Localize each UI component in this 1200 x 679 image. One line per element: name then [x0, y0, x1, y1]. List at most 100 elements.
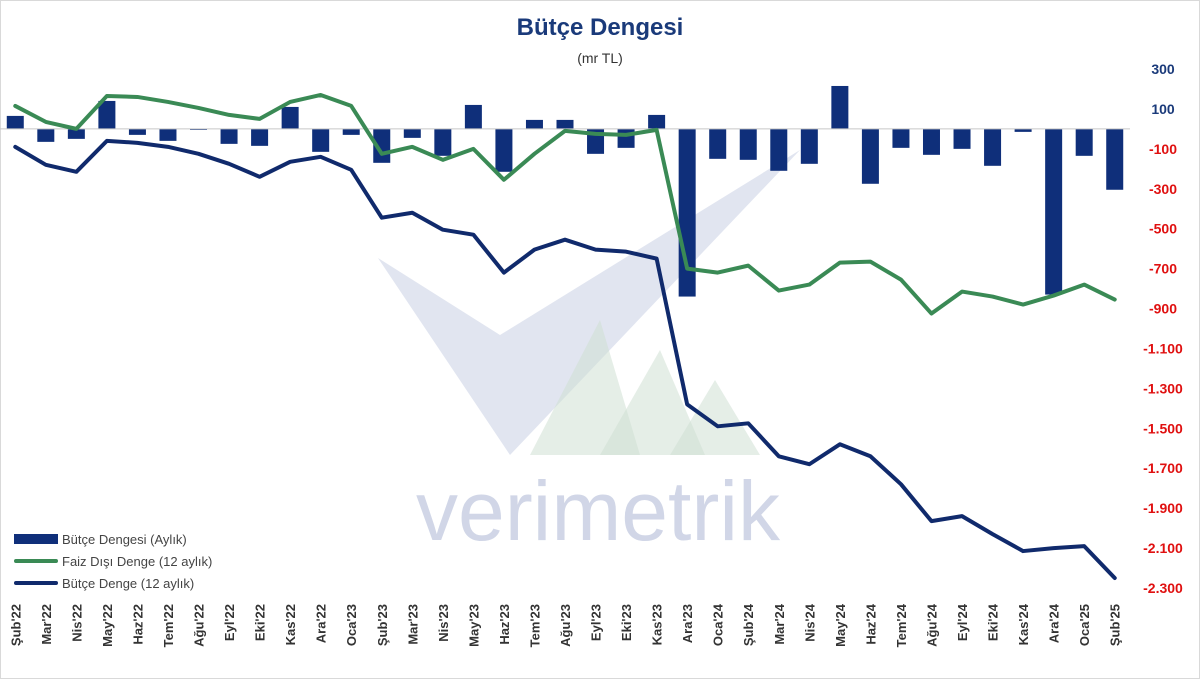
x-tick-label: Nis'24 — [802, 603, 817, 642]
chart-subtitle: (mr TL) — [577, 50, 623, 66]
y-tick-label: -2.300 — [1143, 580, 1183, 596]
bar-monthly-balance — [861, 128, 879, 184]
y-tick-label: -1.500 — [1143, 420, 1183, 436]
bar-monthly-balance — [464, 104, 482, 129]
bar-monthly-balance — [984, 128, 1002, 166]
bars-layer — [6, 85, 1124, 297]
x-tick-label: Kas'22 — [283, 604, 298, 645]
y-tick-label: -900 — [1149, 301, 1177, 317]
bar-monthly-balance — [800, 128, 818, 164]
y-tick-label: -1.700 — [1143, 460, 1183, 476]
x-tick-label: Ara'22 — [314, 604, 329, 643]
bar-monthly-balance — [434, 128, 452, 156]
bar-monthly-balance — [1014, 128, 1032, 132]
legend-label-monthly: Bütçe Dengesi (Aylık) — [62, 531, 187, 547]
lines-layer — [13, 92, 1117, 581]
bar-monthly-balance — [1045, 128, 1063, 295]
x-tick-label: Tem'24 — [894, 603, 909, 647]
y-tick-label: -1.100 — [1143, 340, 1183, 356]
watermark-stripe — [530, 320, 640, 455]
bar-monthly-balance — [403, 128, 421, 138]
x-tick-label: Eki'23 — [619, 604, 634, 641]
x-tick-label: Mar'24 — [772, 603, 787, 644]
bar-monthly-balance — [709, 128, 727, 159]
x-tick-label: May'22 — [100, 604, 115, 647]
legend-item-primary-balance: Faiz Dışı Denge (12 aylık) — [14, 550, 212, 572]
y-tick-label: -1.300 — [1143, 380, 1183, 396]
bar-monthly-balance — [495, 128, 513, 172]
bar-monthly-balance — [6, 115, 24, 129]
x-tick-label: Nis'22 — [69, 604, 84, 642]
y-tick-label: 100 — [1151, 101, 1175, 117]
chart-title: Bütçe Dengesi — [516, 14, 684, 41]
watermark-stripe — [670, 380, 760, 455]
bar-monthly-balance — [770, 128, 788, 171]
legend-swatch-primary-balance — [14, 559, 58, 563]
x-tick-label: Haz'23 — [497, 604, 512, 645]
bar-monthly-balance — [525, 119, 543, 129]
bar-monthly-balance — [342, 128, 360, 135]
bar-monthly-balance — [617, 128, 635, 148]
watermark-logo: verimetrik — [378, 150, 800, 558]
x-tick-label: Eki'22 — [253, 604, 268, 641]
bar-monthly-balance — [312, 128, 330, 152]
bar-monthly-balance — [892, 128, 910, 148]
x-tick-label: Mar'22 — [39, 604, 54, 645]
x-tick-label: Kas'24 — [1016, 603, 1031, 645]
legend-swatch-budget-12m — [14, 581, 58, 585]
legend-label-budget-12m: Bütçe Denge (12 aylık) — [62, 575, 195, 591]
x-tick-label: Eki'24 — [986, 603, 1001, 641]
y-tick-label: -300 — [1149, 181, 1177, 197]
legend-swatch-monthly — [14, 534, 58, 544]
watermark-text: verimetrik — [416, 464, 781, 558]
y-tick-label: -100 — [1149, 141, 1177, 157]
x-tick-label: Şub'25 — [1108, 604, 1123, 646]
x-tick-label: Ağu'22 — [192, 604, 207, 647]
y-axis: 300 100 -100 -300 -500 -700 -900 -1.100 -1.300 -1… — [1143, 61, 1183, 596]
bar-monthly-balance — [128, 128, 146, 135]
bar-monthly-balance — [831, 85, 849, 129]
x-tick-label: May'23 — [466, 604, 481, 647]
x-tick-label: Şub'22 — [8, 604, 23, 646]
bar-monthly-balance — [281, 106, 299, 129]
line-budget-balance-12m — [13, 138, 1117, 581]
bar-monthly-balance — [556, 119, 574, 129]
bar-monthly-balance — [648, 114, 666, 129]
x-tick-label: Ara'23 — [680, 604, 695, 643]
bar-monthly-balance — [1106, 128, 1124, 190]
x-tick-label: Ara'24 — [1047, 603, 1062, 643]
x-tick-label: Kas'23 — [650, 604, 665, 645]
bar-monthly-balance — [922, 128, 940, 155]
y-tick-label: -2.100 — [1143, 540, 1183, 556]
line-primary-balance-12m — [13, 92, 1117, 316]
x-tick-label: Tem'22 — [161, 604, 176, 647]
x-tick-label: Şub'24 — [741, 603, 756, 646]
x-tick-label: Eyl'22 — [222, 604, 237, 641]
legend-label-primary-balance: Faiz Dışı Denge (12 aylık) — [62, 553, 213, 569]
x-tick-label: Oca'23 — [344, 604, 359, 646]
legend-item-budget-12m: Bütçe Denge (12 aylık) — [14, 572, 212, 594]
x-tick-label: Oca'24 — [711, 603, 726, 646]
x-tick-label: Şub'23 — [375, 604, 390, 646]
x-tick-label: Ağu'24 — [924, 603, 939, 647]
x-tick-label: Nis'23 — [436, 604, 451, 642]
bar-monthly-balance — [159, 128, 177, 141]
x-tick-label: Tem'23 — [527, 604, 542, 647]
bar-monthly-balance — [251, 128, 269, 146]
bar-monthly-balance — [739, 128, 757, 160]
legend-item-monthly: Bütçe Dengesi (Aylık) — [14, 528, 212, 550]
bar-monthly-balance — [37, 128, 55, 142]
x-tick-label: Haz'22 — [130, 604, 145, 645]
x-axis: Şub'22 Mar'22 Nis'22 May'22 Haz'22 Tem'22 Ağu'… — [8, 603, 1122, 647]
y-tick-label: 300 — [1151, 61, 1175, 77]
y-tick-label: -500 — [1149, 221, 1177, 237]
y-tick-label: -700 — [1149, 261, 1177, 277]
x-tick-label: Eyl'24 — [955, 603, 970, 641]
x-tick-label: Ağu'23 — [558, 604, 573, 647]
bar-monthly-balance — [1075, 128, 1093, 156]
bar-monthly-balance — [67, 128, 85, 139]
x-tick-label: Mar'23 — [405, 604, 420, 645]
x-tick-label: Eyl'23 — [589, 604, 604, 641]
y-tick-label: -1.900 — [1143, 500, 1183, 516]
